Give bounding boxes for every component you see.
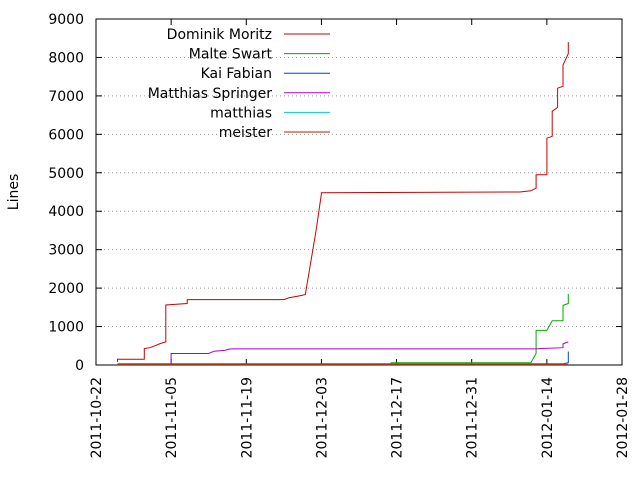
plot-area-frame: [95, 18, 623, 366]
series-line-0: [117, 42, 569, 362]
x-tick-label: 2012-01-28: [615, 377, 631, 458]
y-axis-label: Lines: [6, 174, 22, 210]
y-axis: 0 1000 2000 3000 4000 5000 6000 7000 8000 9000: [48, 12, 622, 374]
series-line-3: [170, 341, 569, 365]
series-line-1: [390, 293, 569, 365]
legend-label: Dominik Moritz: [167, 27, 272, 43]
x-tick-label: 2012-01-14: [540, 377, 556, 458]
series-lines: [117, 42, 569, 366]
y-tick-label: 1000: [48, 320, 84, 336]
x-axis: 2011-10-22 2011-11-05 2011-11-19 2011-12-03…: [89, 19, 631, 458]
y-tick-label: 5000: [48, 166, 84, 182]
y-tick-label: 6000: [48, 127, 84, 143]
y-tick-label: 0: [75, 358, 84, 374]
y-tick-label: 8000: [48, 50, 84, 66]
y-tick-label: 4000: [48, 204, 84, 220]
y-tick-label: 7000: [48, 89, 84, 105]
x-tick-label: 2011-12-17: [390, 377, 406, 458]
legend-label: Matthias Springer: [148, 86, 273, 102]
x-tick-label: 2011-11-05: [164, 377, 180, 458]
x-tick-label: 2011-10-22: [89, 377, 105, 458]
legend-label: matthias: [210, 105, 272, 121]
x-tick-label: 2011-12-31: [465, 377, 481, 458]
x-tick-label: 2011-12-03: [314, 377, 330, 458]
x-tick-label: 2011-11-19: [239, 377, 255, 458]
legend-label: Malte Swart: [189, 47, 273, 63]
y-tick-label: 2000: [48, 281, 84, 297]
legend: Dominik Moritz Malte Swart Kai Fabian Matth…: [148, 27, 330, 141]
legend-label: meister: [219, 125, 273, 141]
y-tick-label: 9000: [48, 12, 84, 28]
y-tick-label: 3000: [48, 243, 84, 259]
legend-label: Kai Fabian: [201, 66, 272, 82]
